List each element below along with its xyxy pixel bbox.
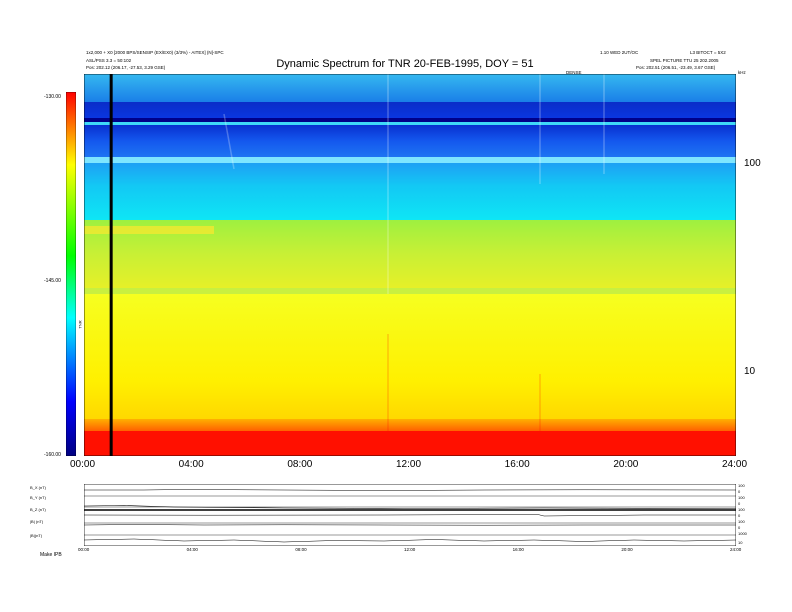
x-tick-label: 04:00 <box>178 459 204 470</box>
lane-label-by: B_Y (nT) <box>30 495 46 500</box>
chart-title: Dynamic Spectrum for TNR 20-FEB-1995, DO… <box>276 58 534 70</box>
right-scale-10: 10 <box>738 540 743 545</box>
right-scale-1: 100 <box>738 483 745 488</box>
header-left-line3: Pos: 202.12 (206.17, -27.53, 3.29 GSE) <box>86 65 166 70</box>
lane-label-b2: |B|(nT) <box>30 533 43 538</box>
header-right-line2: SPEL PICTURE TTU 25 202.2005 <box>650 58 719 63</box>
y-tick-label-100: 100 <box>744 158 761 169</box>
x-tick-label: 00:00 <box>70 459 96 470</box>
magnetometer-panel <box>84 484 736 546</box>
x-tick-label: 12:00 <box>396 459 422 470</box>
lower-x-tick-label: 24:00 <box>730 547 742 552</box>
lane-label-b: |B| (nT) <box>30 519 44 524</box>
right-scale-5: 100 <box>738 507 745 512</box>
x-tick-label: 24:00 <box>722 459 748 470</box>
spectrogram <box>84 74 736 456</box>
orbit-marker: DENSE <box>566 70 582 75</box>
header-right-line3: Pos: 202.51 (206.51, -23.49, 3.67 GSE) <box>636 65 716 70</box>
x-tick-label: 08:00 <box>287 459 313 470</box>
lower-x-tick-label: 04:00 <box>186 547 198 552</box>
header-left-line1: 1x2,000 + X0 [2000 BPS/SENSIP (EX/EX0) (… <box>86 50 224 55</box>
colorbar-label-bottom: -160.00 <box>44 452 61 458</box>
colorbar-unit: TNR <box>77 320 83 329</box>
header-right-line1b: L3 BITOCT = 5X2 <box>690 50 726 55</box>
right-scale-4: 0 <box>738 501 741 506</box>
right-scale-9: 1000 <box>738 531 747 536</box>
x-tick-label: 20:00 <box>613 459 639 470</box>
right-scale-3: 100 <box>738 495 745 500</box>
colorbar <box>66 92 76 456</box>
x-tick-label: 16:00 <box>504 459 530 470</box>
right-scale-6: 0 <box>738 513 741 518</box>
header-right-line1: 1.10 WED 2UT/OC <box>600 50 639 55</box>
right-scale-8: 0 <box>738 525 741 530</box>
lower-x-tick-label: 20:00 <box>621 547 633 552</box>
hz-unit-label: kHz <box>738 70 746 75</box>
lower-x-tick-label: 00:00 <box>78 547 90 552</box>
header-left-line2: ASL/PSS 3.3 = 50:102 <box>86 58 132 63</box>
colorbar-label-top: -130.00 <box>44 94 61 100</box>
lane-label-bz: B_Z (nT) <box>30 507 46 512</box>
lower-x-tick-label: 12:00 <box>404 547 416 552</box>
right-scale-2: 0 <box>738 489 741 494</box>
lane-label-bx: B_X (nT) <box>30 485 47 490</box>
lower-x-tick-label: 16:00 <box>512 547 524 552</box>
lower-x-tick-label: 08:00 <box>295 547 307 552</box>
footer-label: Make IPB <box>40 552 62 558</box>
colorbar-label-mid: -145.00 <box>44 278 61 284</box>
y-tick-label-10: 10 <box>744 366 756 377</box>
right-scale-7: 100 <box>738 519 745 524</box>
